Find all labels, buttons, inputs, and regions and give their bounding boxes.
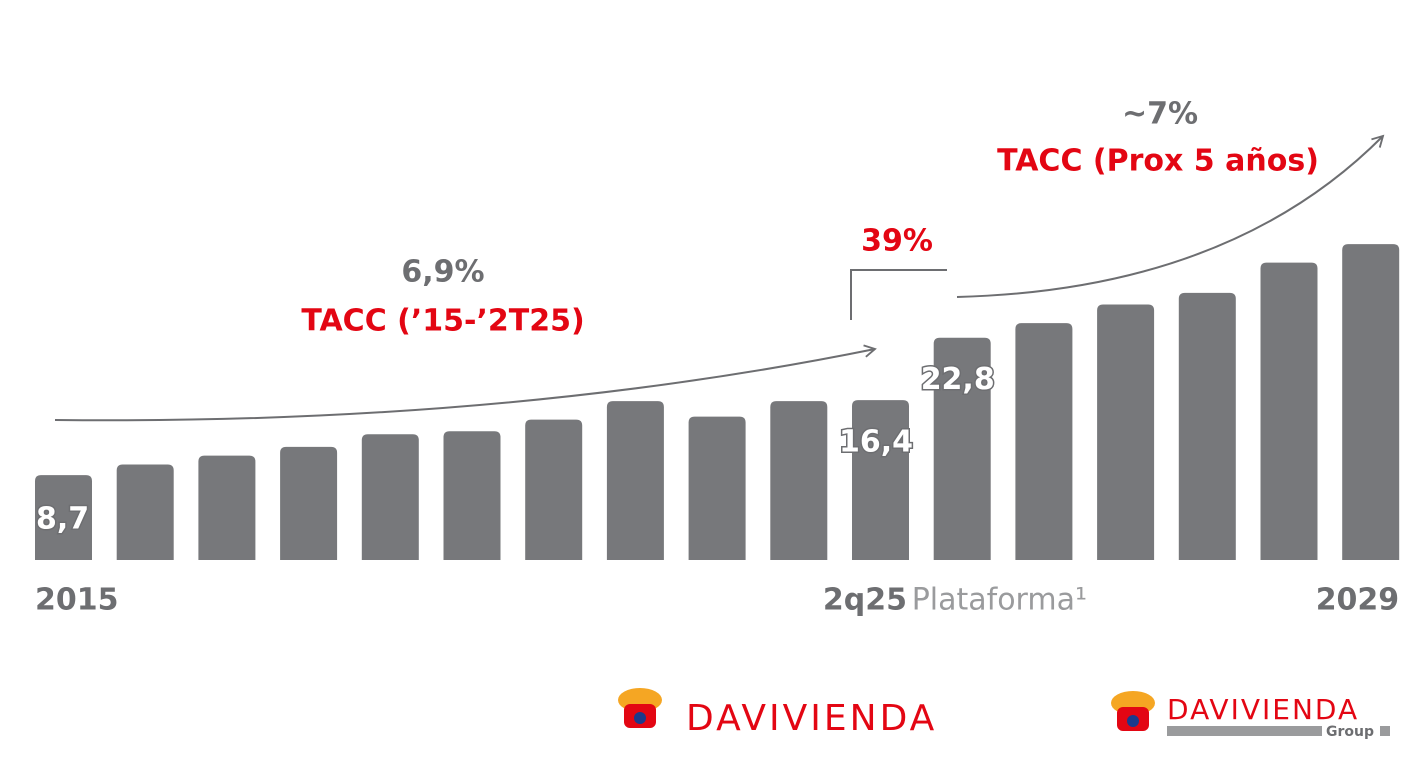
annotation: TACC (’15-’2T25): [301, 304, 584, 339]
bar: [770, 401, 828, 560]
bar: [1097, 304, 1155, 560]
bar: [525, 419, 583, 560]
value-label: 16,4: [839, 425, 913, 460]
bar: [35, 475, 92, 560]
bar: [852, 400, 909, 560]
growth-arrow: [956, 134, 1385, 298]
bar: [361, 434, 419, 560]
x-tick-label: 2q25: [823, 583, 907, 618]
annotation: 6,9%: [401, 255, 484, 290]
bar: [116, 464, 174, 560]
annotation: TACC (Prox 5 años): [997, 144, 1319, 179]
bar: [1178, 292, 1236, 560]
bar: [933, 337, 991, 560]
bar: [443, 431, 501, 560]
logo: DAVIVIENDA Group: [1111, 691, 1390, 740]
bar: [280, 446, 338, 560]
x-tick-label: 2029: [1316, 583, 1400, 618]
x-tick-label: 2015: [35, 583, 119, 618]
bar: [1260, 262, 1318, 560]
bar: [688, 416, 746, 560]
annotation: 39%: [861, 224, 933, 259]
bar: [198, 455, 256, 560]
x-tick-label: Plataforma¹: [912, 583, 1087, 618]
logo-text: DAVIVIENDA: [1167, 693, 1359, 726]
bar: [1015, 323, 1073, 560]
logo-text: DAVIVIENDA: [686, 698, 937, 739]
bracket: [850, 269, 947, 320]
annotation: ~7%: [1122, 97, 1198, 132]
bar: [1342, 244, 1400, 560]
logo-subtext: Group: [1326, 724, 1374, 740]
value-label: 22,8: [921, 362, 995, 397]
value-label: 8,7: [36, 502, 89, 537]
logo: DAVIVIENDA: [618, 688, 937, 739]
bar: [606, 401, 664, 560]
growth-arrow: [54, 344, 877, 422]
